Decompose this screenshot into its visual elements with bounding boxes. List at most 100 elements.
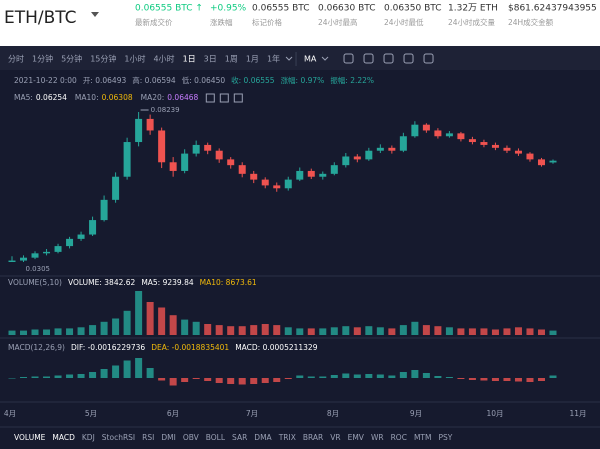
indicator-tab[interactable]: DMI — [161, 433, 175, 442]
volume-bar — [135, 291, 143, 335]
x-tick-label: 11月 — [569, 409, 586, 418]
x-tick-label: 6月 — [167, 409, 179, 418]
interval-button[interactable]: 1年 — [267, 54, 280, 64]
candle-body — [399, 136, 407, 151]
interval-button[interactable]: 分时 — [8, 54, 24, 64]
indicator-tab[interactable]: OBV — [183, 433, 200, 442]
dropdown-arrow[interactable] — [321, 56, 329, 61]
volume-bar — [445, 327, 453, 335]
candle-body — [135, 118, 143, 143]
candle-body — [468, 139, 476, 143]
indicator-tab[interactable]: SAR — [232, 433, 247, 442]
macd-bar — [330, 375, 338, 378]
macd-bar — [89, 372, 97, 378]
volume-bar — [123, 310, 131, 335]
x-tick-label: 8月 — [327, 409, 339, 418]
ma-value: 0.06468 — [167, 93, 198, 102]
indicator-tab[interactable]: BRAR — [303, 433, 323, 442]
macd-bar — [66, 374, 74, 378]
candle-body — [77, 234, 85, 239]
macd-bar — [319, 376, 327, 378]
volume-bar — [365, 326, 373, 335]
stat-value: $861.62437943955 — [508, 4, 597, 14]
tool-icon[interactable] — [363, 53, 374, 64]
info-item: 涨幅: 0.97% — [281, 75, 325, 85]
candle-body — [537, 159, 545, 166]
indicator-button[interactable]: MA — [304, 55, 317, 64]
volume-bar — [549, 330, 557, 335]
indicator-tab[interactable]: ROC — [391, 433, 407, 442]
interval-button[interactable]: 15分钟 — [90, 54, 116, 64]
tool-icon[interactable] — [383, 53, 394, 64]
macd-bar — [204, 378, 212, 381]
info-item: 高: 0.06594 — [132, 75, 176, 85]
candle-body — [411, 124, 419, 137]
macd-bar — [158, 378, 166, 381]
interval-button[interactable]: 3日 — [204, 55, 217, 64]
indicator-tab[interactable]: TRIX — [278, 433, 296, 442]
candle-body — [250, 173, 258, 180]
indicator-tab[interactable]: PSY — [438, 433, 452, 442]
macd-bar — [20, 377, 28, 378]
indicator-tab[interactable]: StochRSI — [102, 433, 135, 442]
volume-bar — [169, 315, 177, 335]
chart-background — [0, 46, 600, 449]
macd-bar — [399, 372, 407, 378]
panel-icon[interactable] — [233, 93, 243, 103]
indicator-tab[interactable]: DMA — [254, 433, 272, 442]
indicator-tab[interactable]: EMV — [348, 433, 365, 442]
indicator-tab[interactable]: VOLUME — [14, 433, 46, 442]
interval-button[interactable]: 1分钟 — [32, 54, 53, 64]
macd-bar — [365, 374, 373, 378]
dropdown-arrow[interactable] — [91, 12, 99, 17]
volume-bar — [261, 324, 269, 335]
x-tick-label: 10月 — [486, 409, 503, 418]
macd-bar — [549, 375, 557, 378]
indicator-tab[interactable]: MTM — [414, 433, 432, 442]
macd-bar — [238, 378, 246, 385]
candle-body — [549, 160, 557, 163]
candle-body — [422, 124, 430, 131]
interval-button[interactable]: 1小时 — [124, 54, 145, 64]
macd-bar — [169, 378, 177, 386]
candle-body — [330, 165, 338, 174]
indicator-tab[interactable]: VR — [330, 433, 340, 442]
macd-item: MACD: 0.0005211329 — [235, 343, 317, 352]
macd-bar — [250, 378, 258, 384]
interval-button[interactable]: 4小时 — [153, 54, 174, 64]
volume-bar — [457, 328, 465, 335]
candle-body — [480, 142, 488, 145]
tool-icon[interactable] — [403, 53, 414, 64]
candle-body — [112, 176, 120, 200]
dropdown-arrow[interactable] — [285, 56, 293, 61]
tool-icon[interactable] — [343, 53, 354, 64]
volume-bar — [399, 325, 407, 335]
pair-title[interactable]: ETH/BTC — [4, 8, 77, 28]
ma-label: MA10: — [75, 93, 99, 102]
indicator-tab[interactable]: KDJ — [82, 433, 95, 442]
stat-label: 24小时最低 — [384, 17, 424, 27]
macd-bar — [342, 373, 350, 378]
indicator-tab[interactable]: BOLL — [206, 433, 226, 442]
stat-value: 0.06555 BTC ↑ — [135, 4, 203, 14]
interval-button[interactable]: 1月 — [246, 55, 259, 64]
indicator-tab[interactable]: RSI — [142, 433, 154, 442]
indicator-tab[interactable]: WR — [371, 433, 384, 442]
volume-bar — [89, 325, 97, 335]
tool-icon[interactable] — [423, 53, 434, 64]
candle-body — [66, 238, 74, 247]
candle-body — [261, 179, 269, 186]
candle-body — [146, 118, 154, 131]
panel-icon[interactable] — [219, 93, 229, 103]
candle-body — [31, 253, 39, 258]
interval-button[interactable]: 1日 — [183, 55, 196, 64]
interval-button[interactable]: 1周 — [225, 55, 238, 64]
interval-button[interactable]: 5分钟 — [61, 54, 82, 64]
info-item: 开: 0.06493 — [83, 76, 127, 85]
volume-bar — [503, 328, 511, 335]
macd-item: DEA: -0.0018835401 — [151, 343, 229, 352]
indicator-tab[interactable]: MACD — [52, 433, 75, 442]
panel-icon[interactable] — [205, 93, 215, 103]
macd-bar — [514, 378, 522, 382]
